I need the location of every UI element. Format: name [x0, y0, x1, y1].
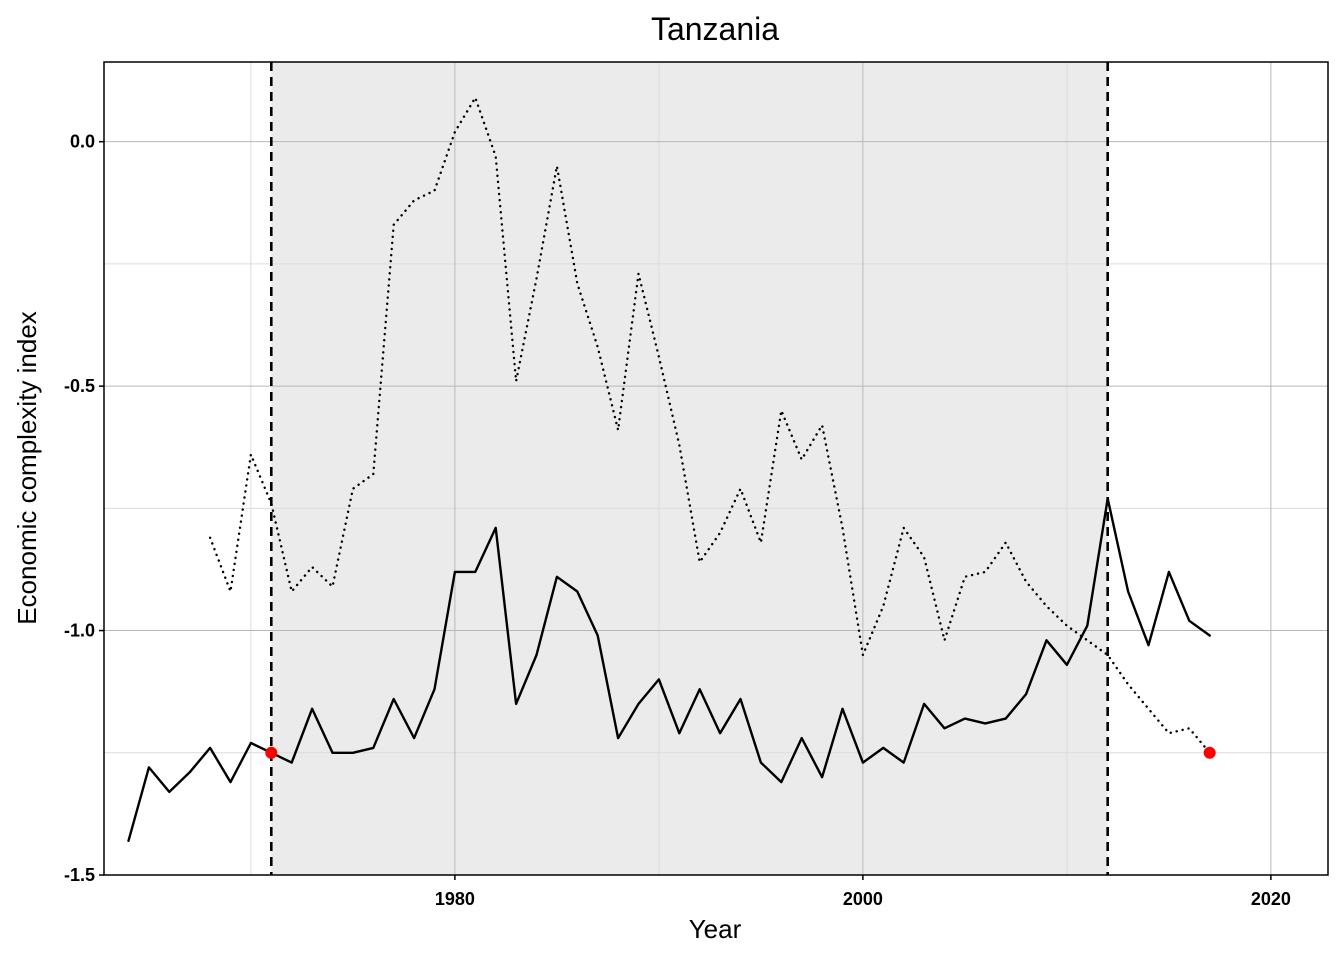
y-tick-label: -1.0	[64, 621, 95, 641]
series-line-dotted	[208, 96, 1211, 754]
x-tick-label: 2000	[843, 889, 883, 909]
marker-point	[265, 746, 278, 759]
chart-title: Tanzania	[651, 11, 779, 47]
y-tick-label: -0.5	[64, 376, 95, 396]
y-axis-label: Economic complexity index	[12, 311, 42, 625]
series-line-solid	[127, 497, 1211, 842]
y-tick-label: -1.5	[64, 865, 95, 885]
plot-border	[103, 61, 1329, 876]
x-tick-label: 1980	[435, 889, 475, 909]
x-tick-label: 2020	[1251, 889, 1291, 909]
x-axis-label: Year	[689, 914, 742, 944]
marker-point	[1203, 746, 1216, 759]
y-tick-label: 0.0	[70, 132, 95, 152]
plot-area: 0.0 -0.5 -1.0 -1.5 1980 2000 2020	[64, 61, 1329, 909]
shaded-period	[271, 62, 1108, 875]
